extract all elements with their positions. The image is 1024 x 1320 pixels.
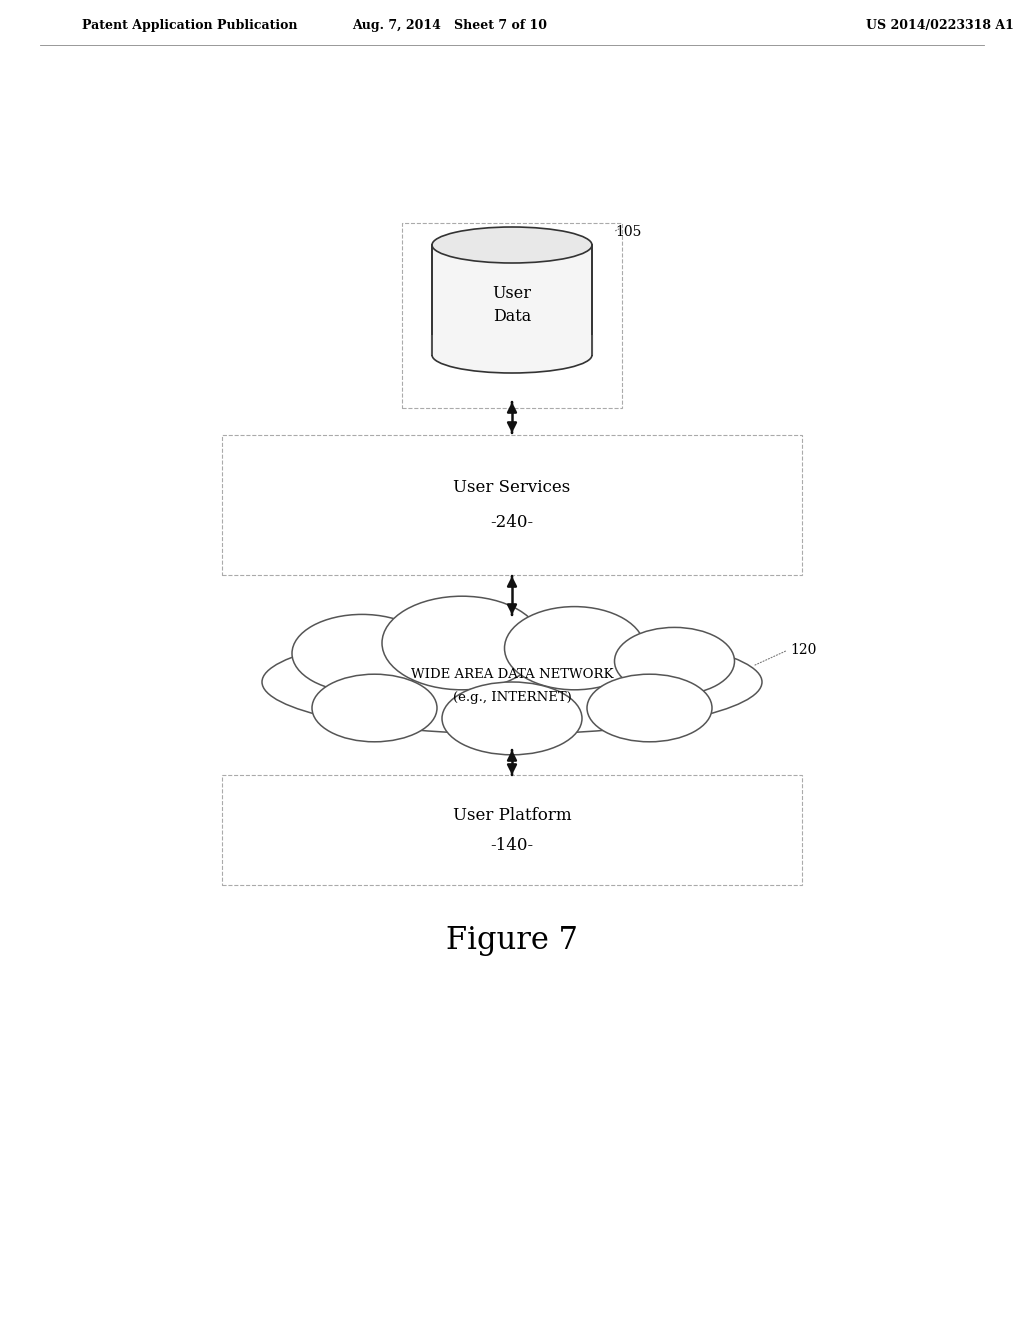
Bar: [222, 775, 802, 884]
Text: User Platform: User Platform: [453, 807, 571, 824]
Text: 105: 105: [615, 224, 641, 239]
Text: User
Data: User Data: [493, 285, 531, 325]
Text: Patent Application Publication: Patent Application Publication: [82, 18, 298, 32]
Ellipse shape: [614, 627, 734, 696]
Bar: [432, 246, 592, 355]
Text: WIDE AREA DATA NETWORK: WIDE AREA DATA NETWORK: [411, 668, 613, 681]
Text: (e.g., INTERNET): (e.g., INTERNET): [453, 690, 571, 704]
Ellipse shape: [505, 607, 644, 690]
Text: Figure 7: Figure 7: [446, 924, 578, 956]
Ellipse shape: [382, 597, 542, 690]
Text: User Services: User Services: [454, 479, 570, 495]
Ellipse shape: [312, 675, 437, 742]
Ellipse shape: [262, 630, 762, 734]
Text: -140-: -140-: [490, 837, 534, 854]
Ellipse shape: [292, 614, 432, 693]
Text: US 2014/0223318 A1: US 2014/0223318 A1: [866, 18, 1014, 32]
Ellipse shape: [432, 337, 592, 374]
Text: Aug. 7, 2014   Sheet 7 of 10: Aug. 7, 2014 Sheet 7 of 10: [352, 18, 548, 32]
Text: 120: 120: [790, 643, 816, 657]
Ellipse shape: [587, 675, 712, 742]
Bar: [430, 335, 594, 355]
Bar: [402, 223, 622, 408]
Ellipse shape: [432, 227, 592, 263]
Bar: [222, 436, 802, 576]
Ellipse shape: [442, 682, 582, 755]
Text: -240-: -240-: [490, 515, 534, 532]
